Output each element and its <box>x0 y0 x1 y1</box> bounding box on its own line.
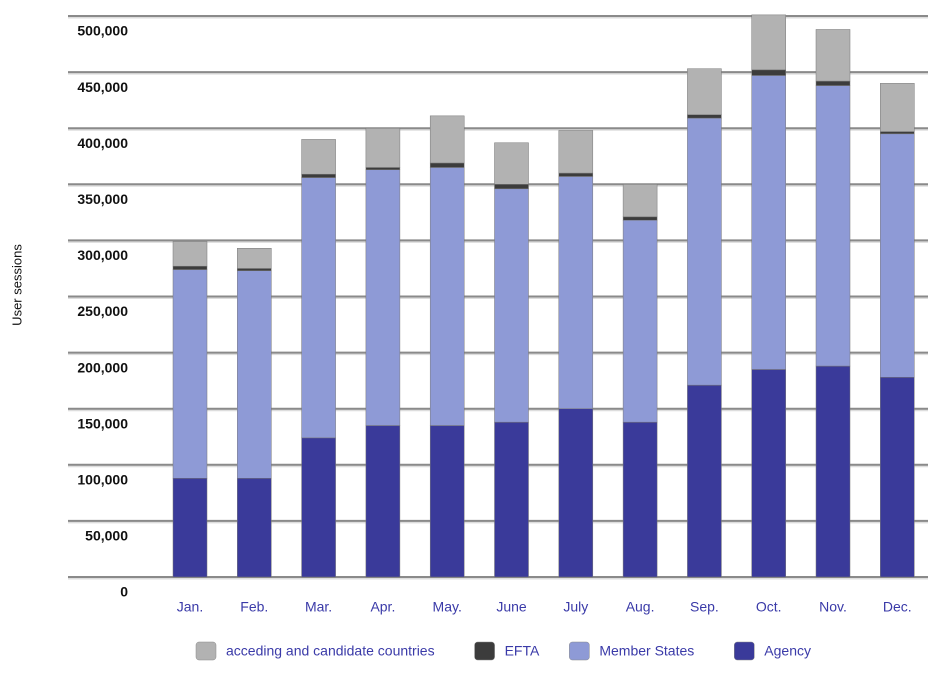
bar-segment <box>301 437 336 578</box>
bar-segment <box>365 425 401 578</box>
bar-segment <box>365 127 401 168</box>
bar-segment <box>172 269 208 479</box>
bars <box>172 14 915 578</box>
y-tick-label: 400,000 <box>77 135 128 151</box>
x-tick-label: Mar. <box>305 599 332 615</box>
y-axis-label: User sessions <box>9 244 24 326</box>
bar-segment <box>751 75 786 370</box>
x-tick-label: Sep. <box>690 599 719 615</box>
x-tick-label: Aug. <box>626 599 655 615</box>
bar-segment <box>622 216 658 221</box>
bar-segment <box>622 184 658 218</box>
bar-segment <box>880 83 915 132</box>
bar-segment <box>880 131 915 135</box>
bar-segment <box>429 162 465 168</box>
bar-segment <box>622 421 658 578</box>
y-tick-label: 250,000 <box>77 303 128 319</box>
legend-swatch <box>474 641 495 661</box>
bar-segment <box>687 68 722 115</box>
bar-segment <box>237 248 272 269</box>
bar-segment <box>751 69 786 76</box>
x-tick-label: June <box>496 599 527 615</box>
bar-segment <box>558 408 594 578</box>
x-tick-label: July <box>563 599 588 615</box>
y-tick-label: 0 <box>120 584 128 600</box>
bar-segment <box>751 369 786 578</box>
x-tick-label: May. <box>433 599 462 615</box>
bar-segment <box>172 478 208 578</box>
y-tick-label: 500,000 <box>77 23 128 39</box>
bar-segment <box>365 169 401 426</box>
y-tick-label: 200,000 <box>77 359 128 375</box>
bar-segment <box>237 478 272 578</box>
bar-segment <box>494 421 529 578</box>
x-tick-label: Dec. <box>883 599 912 615</box>
labels: 0 50,000 100,000 150,000 200,000 250,000 300,0… <box>77 23 911 615</box>
legend-label: EFTA <box>505 643 540 659</box>
x-tick-label: Apr. <box>370 599 395 615</box>
legend-swatch <box>195 641 217 661</box>
bar-segment <box>301 173 336 178</box>
legend-swatch <box>734 641 755 661</box>
bar-segment <box>494 184 529 190</box>
bar-segment <box>558 172 594 177</box>
bar-segment <box>172 241 208 267</box>
bar-segment <box>815 85 851 367</box>
y-tick-label: 450,000 <box>77 79 128 95</box>
bar-segment <box>815 365 851 578</box>
bar-segment <box>494 142 529 185</box>
bar-segment <box>429 425 465 578</box>
bar-segment <box>301 139 336 175</box>
bar-segment <box>558 176 594 409</box>
bar-segment <box>494 188 529 423</box>
bar-segment <box>429 167 465 426</box>
bar-segment <box>622 219 658 423</box>
bar-segment <box>880 133 915 378</box>
bar-segment <box>815 29 851 82</box>
bar-segment <box>687 114 722 119</box>
bar-segment <box>687 117 722 386</box>
legend: acceding and candidate countries EFTA Memb… <box>195 641 811 661</box>
y-tick-label: 150,000 <box>77 415 128 431</box>
bar-segment <box>237 270 272 479</box>
legend-label: Agency <box>764 643 811 659</box>
bar-segment <box>815 80 851 86</box>
y-tick-label: 100,000 <box>77 472 128 488</box>
x-tick-label: Feb. <box>240 599 268 615</box>
y-tick-label: 50,000 <box>85 528 128 544</box>
x-tick-label: Oct. <box>756 599 782 615</box>
legend-label: acceding and candidate countries <box>226 643 435 659</box>
legend-swatch <box>569 641 590 661</box>
bar-segment <box>301 177 336 439</box>
legend-label: Member States <box>599 643 694 659</box>
bar-segment <box>880 377 915 578</box>
x-tick-label: Jan. <box>177 599 203 615</box>
bar-segment <box>172 265 208 270</box>
y-tick-label: 300,000 <box>77 247 128 263</box>
y-tick-label: 350,000 <box>77 191 128 207</box>
bar-segment <box>751 14 786 71</box>
x-tick-label: Nov. <box>819 599 847 615</box>
bar-segment <box>429 115 465 164</box>
bar-segment <box>365 167 401 170</box>
bar-segment <box>237 268 272 271</box>
bar-segment <box>687 384 722 578</box>
bar-segment <box>558 130 594 174</box>
